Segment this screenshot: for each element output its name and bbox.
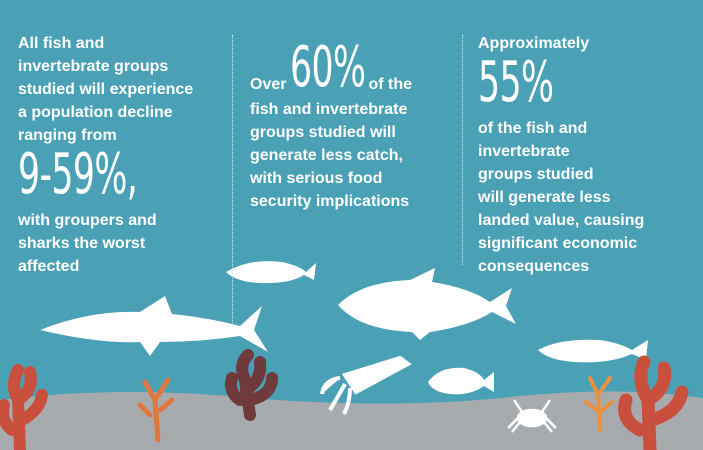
column: Approximately 55% of the fish and invertebr…: [478, 32, 644, 278]
squid: [320, 355, 412, 415]
text-line: invertebrate: [478, 143, 570, 160]
text-line: a population decline: [18, 104, 173, 121]
highlight-row: Over60% of the: [250, 40, 412, 98]
coral: [0, 349, 689, 450]
text-line: Approximately: [478, 35, 590, 52]
text-line: will generate less: [478, 189, 611, 206]
text-line: fish and invertebrate: [250, 101, 408, 118]
divider: [462, 35, 463, 265]
text-line: of the fish and: [478, 120, 588, 137]
text-line: consequences: [478, 258, 590, 275]
column: Over60% of the fish and invertebrate groups…: [250, 40, 412, 213]
text-line: studied will experience: [18, 81, 194, 98]
text-line: groups studied will: [250, 124, 396, 141]
tuna: [338, 268, 516, 340]
text-line: landed value, causing: [478, 212, 645, 229]
shark: [40, 296, 268, 356]
text-line: invertebrate groups: [18, 58, 169, 75]
highlight-row: 55%: [478, 55, 644, 117]
text-line: significant economic: [478, 235, 638, 252]
text-line: groups studied: [478, 166, 594, 183]
text-line: security implications: [250, 193, 410, 210]
highlight-number: 9-59%,: [18, 142, 138, 207]
fish: [428, 367, 494, 395]
text-line: with groupers and: [18, 212, 157, 229]
column: All fish and invertebrate groups studied w…: [18, 32, 210, 278]
highlight-number: 60%: [290, 35, 366, 100]
text-line: affected: [18, 258, 80, 275]
fish: [226, 261, 316, 284]
fish: [538, 339, 648, 363]
text-line: with serious food: [250, 170, 383, 187]
text: of the: [368, 76, 413, 93]
highlight-row: 9-59%,: [18, 147, 210, 209]
crab: [507, 399, 557, 433]
seabed: [0, 391, 703, 450]
text: Over: [250, 76, 287, 93]
text-line: sharks the worst: [18, 235, 146, 252]
text-line: ranging from: [18, 127, 117, 144]
text-line: All fish and: [18, 35, 105, 52]
text-line: generate less catch,: [250, 147, 403, 164]
highlight-number: 55%: [478, 50, 554, 115]
divider: [232, 35, 233, 325]
